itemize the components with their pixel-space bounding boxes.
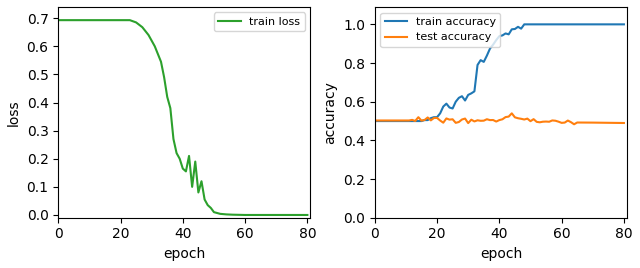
Legend: train accuracy, test accuracy: train accuracy, test accuracy [380, 13, 500, 47]
train loss [282, 213, 289, 217]
Line: train loss: train loss [58, 20, 307, 215]
train accuracy [530, 23, 538, 26]
test accuracy [620, 121, 628, 125]
train accuracy [371, 120, 379, 123]
test accuracy [508, 112, 516, 115]
test accuracy [530, 118, 538, 121]
X-axis label: epoch: epoch [480, 247, 522, 261]
test accuracy [602, 121, 609, 124]
train accuracy [577, 23, 584, 26]
train accuracy [589, 23, 596, 26]
Line: train accuracy: train accuracy [375, 24, 624, 121]
train loss [260, 213, 268, 217]
Y-axis label: loss: loss [7, 99, 21, 126]
test accuracy [570, 123, 578, 126]
train accuracy [558, 23, 566, 26]
X-axis label: epoch: epoch [163, 247, 205, 261]
train loss [273, 213, 280, 217]
train loss [54, 18, 62, 22]
Legend: train loss: train loss [214, 13, 305, 31]
test accuracy [371, 119, 379, 122]
test accuracy [580, 121, 588, 124]
train accuracy [598, 23, 606, 26]
train accuracy [508, 28, 516, 31]
train loss [241, 213, 249, 217]
train accuracy [520, 23, 528, 26]
test accuracy [511, 116, 519, 119]
test accuracy [592, 121, 600, 124]
Line: test accuracy: test accuracy [375, 113, 624, 124]
train loss [303, 213, 311, 217]
Y-axis label: accuracy: accuracy [323, 81, 337, 144]
train loss [238, 213, 246, 217]
train loss [210, 211, 218, 214]
train accuracy [620, 23, 628, 26]
train loss [191, 160, 199, 163]
test accuracy [558, 121, 566, 124]
